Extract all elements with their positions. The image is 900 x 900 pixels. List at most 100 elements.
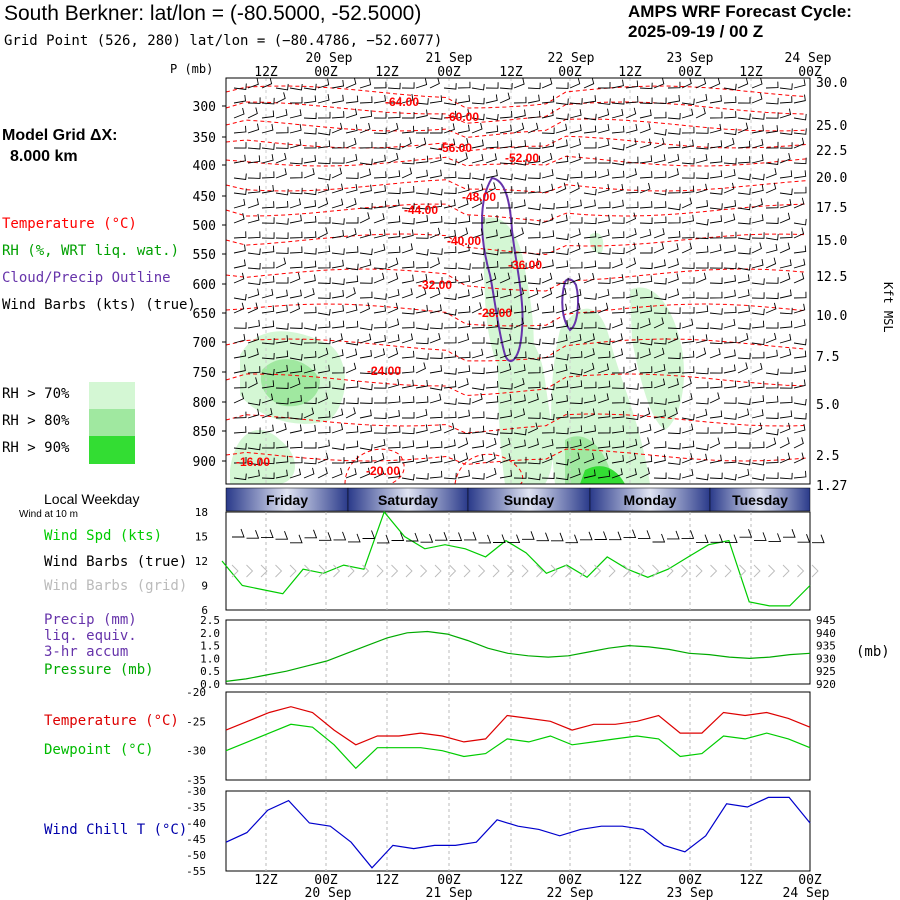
- wind-barb-475: [569, 242, 581, 254]
- wind-barb-416: [317, 227, 328, 239]
- wind-barb-920: [485, 412, 499, 420]
- wind-barb-696: [793, 319, 806, 329]
- wind-barb-635: [513, 305, 527, 314]
- wind-barb-1080: [429, 470, 443, 479]
- wind-barb-98: [457, 109, 470, 119]
- wind-barb-919: [471, 411, 485, 419]
- wind-barb-1055: [653, 454, 666, 464]
- wind-barb-730: [695, 334, 708, 344]
- isotherm-label-3: -52.00: [505, 151, 539, 165]
- wind-barb-179: [443, 138, 456, 149]
- grid-barb-1: [246, 564, 254, 578]
- wind-barb-817: [765, 368, 779, 376]
- surface-barb-9: [362, 530, 376, 539]
- p-tick-650: 650: [193, 307, 216, 322]
- wind-barb-371: [261, 217, 275, 224]
- wind-barb-558: [583, 272, 595, 284]
- wind-barb-689: [695, 322, 709, 330]
- wind-barb-812: [695, 367, 709, 375]
- top-time-tick-3: 00Z: [437, 65, 461, 80]
- wind-barb-853: [695, 381, 709, 389]
- windspd-ytick-1: 15: [195, 531, 208, 544]
- wind-barb-254: [345, 172, 359, 179]
- wind-barb-869: [345, 397, 359, 405]
- wind-barb-653: [765, 302, 777, 314]
- wind-barb-759: [527, 354, 541, 361]
- wind-barb-1050: [583, 452, 595, 464]
- label-accum: 3-hr accum: [44, 644, 129, 660]
- wind-barb-142: [499, 124, 512, 134]
- wind-barb-1053: [625, 452, 637, 464]
- wind-barb-22: [541, 77, 553, 89]
- precip-ytick-3: 1.0: [200, 652, 220, 665]
- isotherms: [225, 85, 807, 485]
- wind-barb-332: [289, 198, 302, 209]
- wind-barb-1025: [234, 457, 247, 464]
- wind-barb-368: [793, 197, 805, 209]
- surface-barb-38: [783, 529, 796, 538]
- wind-barb-932: [653, 409, 666, 419]
- wind-barb-629: [429, 304, 442, 314]
- wind-barb-84: [261, 110, 275, 119]
- wind-barb-325: [765, 182, 777, 194]
- wind-barb-57: [457, 95, 471, 104]
- wind-barb-215: [373, 154, 386, 164]
- wind-barb-273: [611, 170, 625, 179]
- wind-barb-1102: [737, 468, 750, 479]
- wind-barb-660: [289, 322, 303, 329]
- wind-barb-933: [667, 407, 678, 419]
- wind-barb-736: [779, 333, 792, 344]
- wind-barb-1010: [597, 440, 611, 449]
- wind-barb-532: [793, 258, 806, 269]
- wind-barb-397: [625, 212, 637, 224]
- wind-barb-197: [695, 142, 709, 150]
- wind-barb-834: [429, 384, 443, 391]
- wind-barb-864: [275, 397, 289, 405]
- p-tick-500: 500: [193, 219, 216, 234]
- wind-barb-633: [485, 307, 499, 315]
- wind-barb-735: [765, 332, 777, 344]
- wind-barb-782: [275, 364, 288, 374]
- wind-barb-546: [415, 273, 428, 284]
- wind-barb-12: [401, 82, 415, 89]
- wind-barb-789: [373, 367, 387, 374]
- grid-barb-15: [449, 564, 457, 578]
- wind-barb-990: [317, 439, 330, 449]
- wind-barb-411: [247, 231, 261, 239]
- dewpoint-line: [225, 723, 811, 770]
- wind-barb-174: [373, 142, 387, 149]
- wind-barb-1083: [471, 473, 485, 480]
- top-time-tick-2: 12Z: [375, 65, 399, 80]
- wind-barb-928: [597, 410, 611, 419]
- wind-barb-983: [793, 423, 806, 434]
- wind-barb-826: [317, 381, 331, 389]
- wind-barb-887: [597, 393, 609, 404]
- wind-barb-722: [583, 333, 595, 344]
- wind-barb-96: [429, 113, 443, 120]
- wind-barb-989: [304, 442, 317, 449]
- wind-barb-415: [303, 231, 317, 239]
- wind-barb-15: [443, 83, 457, 90]
- wind-barb-32: [681, 77, 692, 89]
- bottom-time-tick-7: 00Z: [678, 873, 702, 888]
- wind-barb-652: [751, 308, 765, 316]
- wind-barb-259: [415, 169, 429, 179]
- wind-barb-236: [667, 153, 680, 164]
- wind-barb-581: [331, 289, 344, 299]
- isotherm-label-6: -40.00: [447, 234, 481, 248]
- wind-barb-848: [625, 383, 639, 390]
- wind-barb-93: [387, 111, 401, 119]
- grid-barb-27: [623, 564, 631, 578]
- wind-barb-781: [261, 368, 275, 376]
- wind-barb-46: [303, 95, 317, 104]
- wind-barb-188: [569, 138, 582, 149]
- wind-barb-685: [639, 318, 651, 329]
- wind-barb-875: [429, 393, 442, 404]
- wind-barb-198: [709, 140, 723, 149]
- wind-barb-1022: [765, 437, 777, 449]
- wind-barb-8: [345, 77, 357, 89]
- wind-barb-494: [261, 261, 275, 269]
- grid-barb-37: [768, 564, 776, 578]
- wind-barb-661: [303, 324, 317, 331]
- wind-barb-965: [541, 426, 555, 434]
